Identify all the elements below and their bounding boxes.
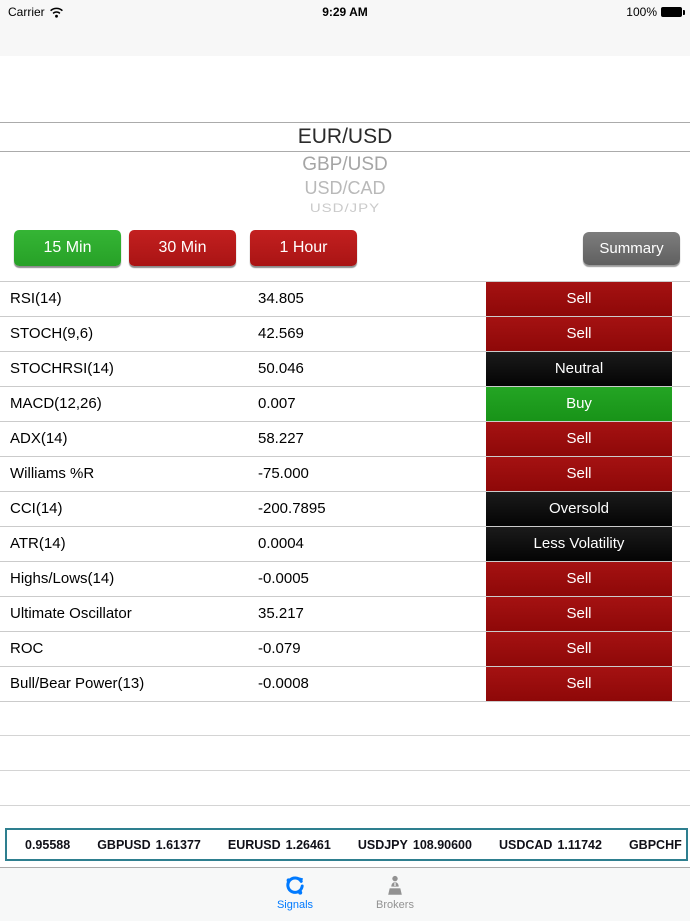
empty-row — [0, 701, 690, 736]
indicator-value: -200.7895 — [258, 500, 326, 517]
top-band: Carrier 9:29 AM 100% — [0, 0, 690, 57]
indicator-value: -0.079 — [258, 640, 301, 657]
ticker-symbol: GBPCHF — [628, 837, 682, 852]
tab-brokers[interactable]: Brokers — [345, 868, 445, 921]
indicator-name: STOCHRSI(14) — [10, 360, 114, 377]
indicator-name: MACD(12,26) — [10, 395, 102, 412]
signal-button[interactable]: Sell — [486, 562, 672, 596]
signal-button[interactable]: Sell — [486, 632, 672, 666]
indicator-name: Bull/Bear Power(13) — [10, 675, 145, 692]
signal-button[interactable]: Sell — [486, 457, 672, 491]
indicator-value: 0.0004 — [258, 535, 304, 552]
indicator-value: -0.0005 — [258, 570, 309, 587]
ticker-symbol: GBPUSD — [97, 837, 151, 852]
summary-button[interactable]: Summary — [583, 232, 680, 265]
picker-item[interactable]: USD/JPY — [309, 201, 381, 216]
table-row: ROC -0.079 Sell — [0, 632, 690, 667]
signal-button[interactable]: Sell — [486, 282, 672, 316]
timeframe-button-row: 15 Min 30 Min 1 Hour Summary — [0, 230, 690, 268]
picker-selected-pair[interactable]: EUR/USD — [0, 122, 690, 152]
indicator-name: ADX(14) — [10, 430, 68, 447]
indicator-name: Ultimate Oscillator — [10, 605, 132, 622]
indicator-value: 34.805 — [258, 290, 304, 307]
indicator-name: STOCH(9,6) — [10, 325, 94, 342]
quote-ticker-bar: 0.95588 GBPUSD 1.61377 EURUSD 1.26461 USDJ… — [5, 828, 688, 861]
picker-item[interactable]: USD/CAD — [304, 178, 386, 198]
table-row: CCI(14) -200.7895 Oversold — [0, 492, 690, 527]
table-row: MACD(12,26) 0.007 Buy — [0, 387, 690, 422]
status-bar: Carrier 9:29 AM 100% — [0, 0, 690, 24]
wifi-icon — [49, 7, 63, 18]
signal-button[interactable]: Oversold — [486, 492, 672, 526]
signals-icon — [286, 876, 304, 895]
battery-icon — [661, 7, 685, 17]
table-row: Highs/Lows(14) -0.0005 Sell — [0, 562, 690, 597]
ticker-symbol: USDJPY — [357, 837, 408, 852]
indicator-name: Highs/Lows(14) — [10, 570, 115, 587]
indicator-value: 42.569 — [258, 325, 304, 342]
signal-button[interactable]: Buy — [486, 387, 672, 421]
table-row: STOCHRSI(14) 50.046 Neutral — [0, 352, 690, 387]
ticker-price: 108.90600 — [412, 837, 472, 852]
tab-label: Signals — [276, 899, 314, 911]
indicator-name: RSI(14) — [10, 290, 62, 307]
tab-label: Brokers — [376, 899, 414, 911]
table-row: ADX(14) 58.227 Sell — [0, 422, 690, 457]
indicator-value: 35.217 — [258, 605, 304, 622]
indicator-value: 50.046 — [258, 360, 304, 377]
timeframe-button-30min[interactable]: 30 Min — [129, 230, 236, 266]
ticker-quote: GBPCHF 1.54249 — [628, 837, 688, 852]
ticker-symbol: USDCAD — [498, 837, 553, 852]
signal-button[interactable]: Sell — [486, 422, 672, 456]
ticker-quote: USDJPY 108.90600 — [358, 838, 472, 852]
indicator-name: Williams %R — [10, 465, 95, 482]
table-row: Williams %R -75.000 Sell — [0, 457, 690, 492]
ticker-quote: GBPUSD 1.61377 — [97, 838, 201, 852]
timeframe-button-1hour[interactable]: 1 Hour — [250, 230, 357, 266]
tab-bar: Signals Brokers — [0, 867, 690, 921]
empty-row — [0, 736, 690, 771]
indicator-table: RSI(14) 34.805 Sell STOCH(9,6) 42.569 Se… — [0, 281, 690, 702]
table-row: ATR(14) 0.0004 Less Volatility — [0, 527, 690, 562]
ticker-price: 1.61377 — [155, 837, 201, 852]
ticker-quote: EURUSD 1.26461 — [228, 838, 331, 852]
signal-button[interactable]: Neutral — [486, 352, 672, 386]
ticker-price: 1.11742 — [557, 837, 602, 852]
ticker-price: 0.95588 — [25, 837, 71, 852]
ticker-price: 1.26461 — [285, 837, 331, 852]
brokers-icon — [388, 875, 402, 895]
table-row: STOCH(9,6) 42.569 Sell — [0, 317, 690, 352]
signal-button[interactable]: Sell — [486, 597, 672, 631]
carrier-label: Carrier — [8, 5, 45, 19]
indicator-name: ATR(14) — [10, 535, 66, 552]
tab-signals[interactable]: Signals — [245, 868, 345, 921]
empty-row — [0, 771, 690, 806]
table-row: RSI(14) 34.805 Sell — [0, 282, 690, 317]
ticker-quote: 0.95588 — [25, 838, 70, 852]
indicator-value: -0.0008 — [258, 675, 309, 692]
ticker-price: 1.54249 — [687, 838, 688, 852]
ticker-quote: USDCAD 1.11742 — [499, 838, 602, 852]
battery-percent-label: 100% — [626, 5, 657, 19]
clock: 9:29 AM — [322, 5, 368, 19]
currency-pair-picker[interactable]: EUR/USD GBP/USD USD/CAD USD/JPY — [0, 56, 690, 226]
signal-button[interactable]: Sell — [486, 667, 672, 701]
timeframe-button-15min[interactable]: 15 Min — [14, 230, 121, 266]
signal-button[interactable]: Less Volatility — [486, 527, 672, 561]
indicator-value: 0.007 — [258, 395, 296, 412]
signal-button[interactable]: Sell — [486, 317, 672, 351]
table-row: Bull/Bear Power(13) -0.0008 Sell — [0, 667, 690, 702]
indicator-name: ROC — [10, 640, 44, 657]
table-row: Ultimate Oscillator 35.217 Sell — [0, 597, 690, 632]
indicator-name: CCI(14) — [10, 500, 63, 517]
picker-item[interactable]: GBP/USD — [302, 154, 388, 175]
empty-rows — [0, 701, 690, 806]
ticker-symbol: EURUSD — [227, 837, 281, 852]
indicator-value: 58.227 — [258, 430, 304, 447]
indicator-value: -75.000 — [258, 465, 309, 482]
